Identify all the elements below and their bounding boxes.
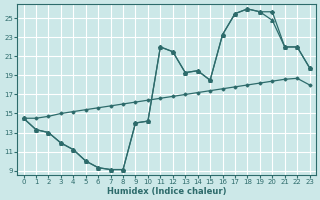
X-axis label: Humidex (Indice chaleur): Humidex (Indice chaleur) xyxy=(107,187,226,196)
